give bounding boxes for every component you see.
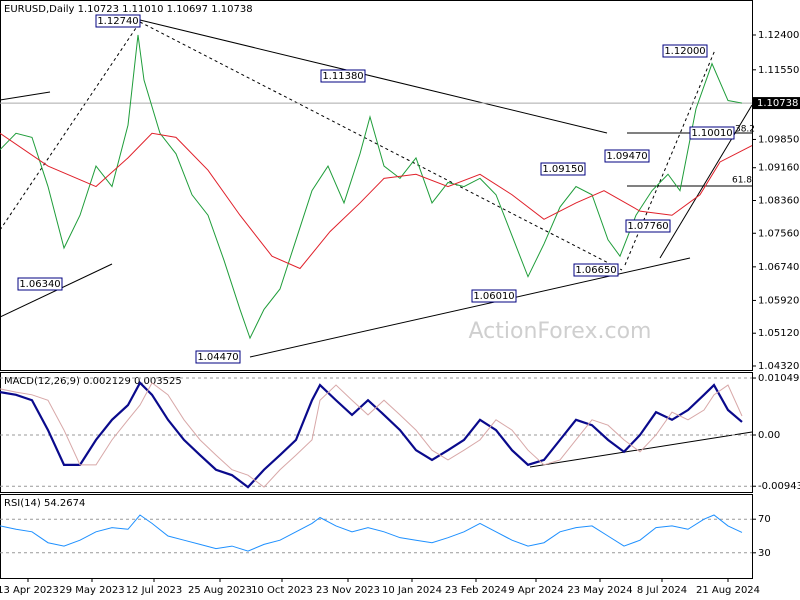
series-line <box>0 381 743 489</box>
x-tick-label: 10 Oct 2023 <box>251 585 313 596</box>
x-tick-label: 8 Jul 2024 <box>637 585 687 596</box>
rsi-panel <box>0 494 753 579</box>
y-tick-label: 1.09850 <box>758 134 799 145</box>
panel-title: RSI(14) 54.2674 <box>4 498 85 509</box>
trendline <box>0 91 51 101</box>
annotation: 1.09470 <box>606 151 647 162</box>
fib-label: 61.8 <box>732 176 752 186</box>
trendline <box>139 21 623 271</box>
annotation: 1.12740 <box>97 16 138 27</box>
annotation-box <box>471 289 517 303</box>
panel-title: MACD(12,26,9) 0.002129 0.003525 <box>4 376 182 387</box>
y-tick-label: 1.09160 <box>758 163 799 174</box>
y-tick-label: 0.00 <box>758 430 780 441</box>
trendline <box>659 104 752 259</box>
annotation: 1.06340 <box>19 279 60 290</box>
series-line <box>0 514 743 552</box>
y-tick-label: -0.009435 <box>758 481 800 492</box>
x-tick-label: 10 Jan 2024 <box>382 585 442 596</box>
annotation: 1.12000 <box>664 46 705 57</box>
y-tick-label: 30 <box>758 548 771 559</box>
x-tick-label: 21 Aug 2024 <box>696 585 760 596</box>
annotation: 1.06650 <box>575 265 616 276</box>
annotation-box <box>540 162 586 176</box>
price-panel <box>0 0 753 371</box>
watermark: ActionForex.com <box>469 319 652 344</box>
x-tick-label: 23 Nov 2023 <box>316 585 380 596</box>
annotation-box <box>689 126 735 140</box>
annotation: 1.04470 <box>197 352 238 363</box>
annotation-box <box>17 277 63 291</box>
macd-trendline <box>529 431 753 468</box>
annotation: 1.11380 <box>322 71 363 82</box>
x-tick-label: 23 Feb 2024 <box>445 585 507 596</box>
fib-label: 38.2 <box>735 125 755 135</box>
series-line <box>0 382 743 488</box>
y-tick-label: 1.08360 <box>758 195 799 206</box>
annotation-box <box>320 69 366 83</box>
series-line <box>0 34 743 340</box>
y-tick-label: 1.06740 <box>758 262 799 273</box>
annotation-box <box>604 149 650 163</box>
annotation: 1.10010 <box>691 128 732 139</box>
panel-title: EURUSD,Daily 1.10723 1.11010 1.10697 1.1… <box>4 4 253 15</box>
annotation: 1.06010 <box>473 291 514 302</box>
x-tick-label: 23 May 2024 <box>567 585 632 596</box>
y-tick-label: 1.05120 <box>758 328 799 339</box>
x-tick-label: 13 Apr 2023 <box>0 585 59 596</box>
y-tick-label: 1.07560 <box>758 228 799 239</box>
annotation-box <box>662 44 708 58</box>
annotation: 1.09150 <box>542 164 583 175</box>
annotation-box <box>95 14 141 28</box>
last-price-label: 1.10738 <box>757 98 798 109</box>
y-tick-label: 1.11550 <box>758 65 799 76</box>
annotation-box <box>573 263 619 277</box>
y-tick-label: 1.12400 <box>758 30 799 41</box>
last-price-box <box>753 97 800 110</box>
macd-panel <box>0 372 753 493</box>
trendlines <box>0 19 752 358</box>
x-tick-label: 12 Jul 2023 <box>126 585 183 596</box>
annotation-box <box>625 219 671 233</box>
x-tick-label: 9 Apr 2024 <box>508 585 563 596</box>
y-tick-label: 70 <box>758 514 771 525</box>
trendline <box>0 21 141 231</box>
x-tick-label: 25 Aug 2023 <box>188 585 252 596</box>
annotation-box <box>195 350 241 364</box>
y-tick-label: 1.05920 <box>758 295 799 306</box>
y-tick-label: 1.04320 <box>758 361 799 372</box>
x-tick-label: 29 May 2023 <box>59 585 124 596</box>
trendline <box>139 19 608 134</box>
annotation: 1.07760 <box>627 221 668 232</box>
y-tick-label: 0.01049 <box>758 373 799 384</box>
series-line <box>0 132 752 270</box>
